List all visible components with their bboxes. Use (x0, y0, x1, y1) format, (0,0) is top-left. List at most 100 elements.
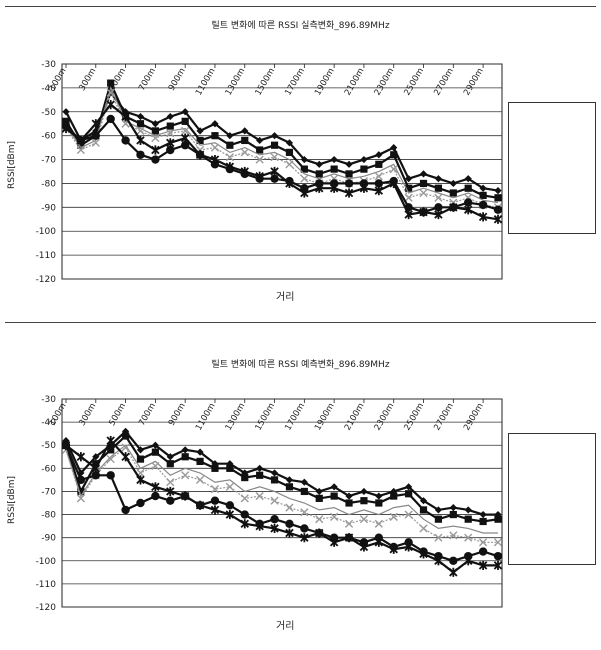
point-marker (62, 108, 70, 116)
point-marker (315, 179, 324, 188)
point-marker (225, 153, 234, 162)
point-marker (210, 485, 220, 494)
point-marker (92, 453, 100, 461)
point-marker (180, 141, 190, 150)
point-marker (285, 503, 294, 512)
point-marker (256, 146, 264, 154)
point-marker (300, 165, 308, 173)
point-marker (404, 538, 413, 547)
point-marker (479, 538, 488, 547)
point-marker (285, 160, 294, 169)
point-marker (106, 454, 115, 464)
point-marker (419, 524, 428, 533)
point-marker (121, 505, 130, 515)
y-tick-label: -40 (41, 84, 56, 94)
point-marker (106, 88, 115, 97)
point-marker (329, 533, 339, 542)
point-marker (359, 179, 369, 188)
point-marker (91, 131, 100, 140)
point-marker (330, 155, 338, 164)
legend (508, 433, 596, 565)
point-marker (345, 499, 353, 507)
point-marker (136, 150, 145, 159)
point-marker (389, 176, 398, 186)
point-marker (479, 191, 487, 199)
point-marker (493, 560, 503, 570)
point-marker (315, 487, 323, 496)
point-marker (181, 471, 190, 480)
point-marker (344, 188, 354, 198)
point-marker (285, 139, 294, 147)
point-marker (375, 499, 383, 507)
point-marker (345, 160, 353, 168)
point-marker (240, 519, 249, 529)
point-marker (360, 155, 368, 164)
point-marker (479, 517, 487, 526)
chart-measured: 틸트 변화에 따른 RSSI 실측변화_896.89MHz -30 -40 -50 -… (7, 21, 596, 303)
point-marker (196, 457, 204, 465)
y-tick-label: -70 (41, 487, 56, 497)
point-marker (300, 508, 309, 517)
point-marker (404, 510, 413, 519)
series-tilt_10 (65, 444, 498, 534)
point-marker (270, 174, 279, 183)
y-tick-label: -30 (41, 60, 56, 70)
point-marker (226, 141, 234, 149)
point-marker (285, 519, 294, 528)
point-marker (241, 136, 249, 145)
point-marker (210, 160, 220, 169)
y-tick-label: -60 (41, 464, 56, 474)
point-marker (315, 494, 323, 502)
point-marker (449, 556, 458, 565)
point-marker (449, 567, 458, 577)
point-marker (211, 120, 219, 128)
point-marker (360, 497, 368, 505)
point-marker (419, 207, 428, 217)
point-marker (180, 491, 190, 501)
y-tick-label: -70 (41, 156, 56, 166)
point-marker (166, 478, 175, 487)
y-tick-label: -100 (36, 227, 57, 237)
point-marker (166, 145, 175, 155)
series-tilt_10 (65, 86, 499, 204)
y-axis-label: RSSI[dBm] (7, 476, 17, 525)
point-marker (434, 175, 443, 183)
plot-area (61, 63, 503, 280)
point-marker (478, 200, 488, 210)
y-tick-label: -120 (36, 275, 57, 285)
point-marker (166, 453, 174, 461)
point-marker (195, 150, 205, 159)
point-marker (449, 179, 457, 188)
point-marker (479, 184, 487, 192)
point-marker (494, 515, 502, 523)
x-axis-label: 거리 (276, 292, 295, 303)
point-marker (195, 475, 205, 484)
point-marker (300, 478, 308, 486)
point-marker (210, 505, 220, 515)
point-marker (493, 214, 503, 224)
y-tick-label: -110 (36, 251, 57, 261)
point-marker (196, 127, 204, 135)
series-tilt_30 (61, 114, 503, 217)
point-marker (374, 519, 383, 528)
point-marker (345, 170, 353, 178)
point-marker (270, 523, 279, 534)
point-marker (121, 452, 130, 462)
point-marker (181, 108, 189, 116)
point-marker (270, 514, 279, 524)
point-marker (107, 79, 115, 87)
point-marker (374, 172, 383, 181)
y-tick-label: -60 (41, 132, 56, 142)
point-marker (359, 538, 369, 547)
point-marker (121, 111, 130, 122)
point-marker (151, 491, 160, 501)
point-marker (404, 193, 413, 202)
point-marker (225, 501, 235, 510)
point-marker (390, 144, 398, 152)
point-marker (151, 155, 160, 164)
y-tick-label: -30 (41, 395, 56, 405)
point-marker (493, 205, 503, 214)
point-marker (211, 132, 219, 140)
